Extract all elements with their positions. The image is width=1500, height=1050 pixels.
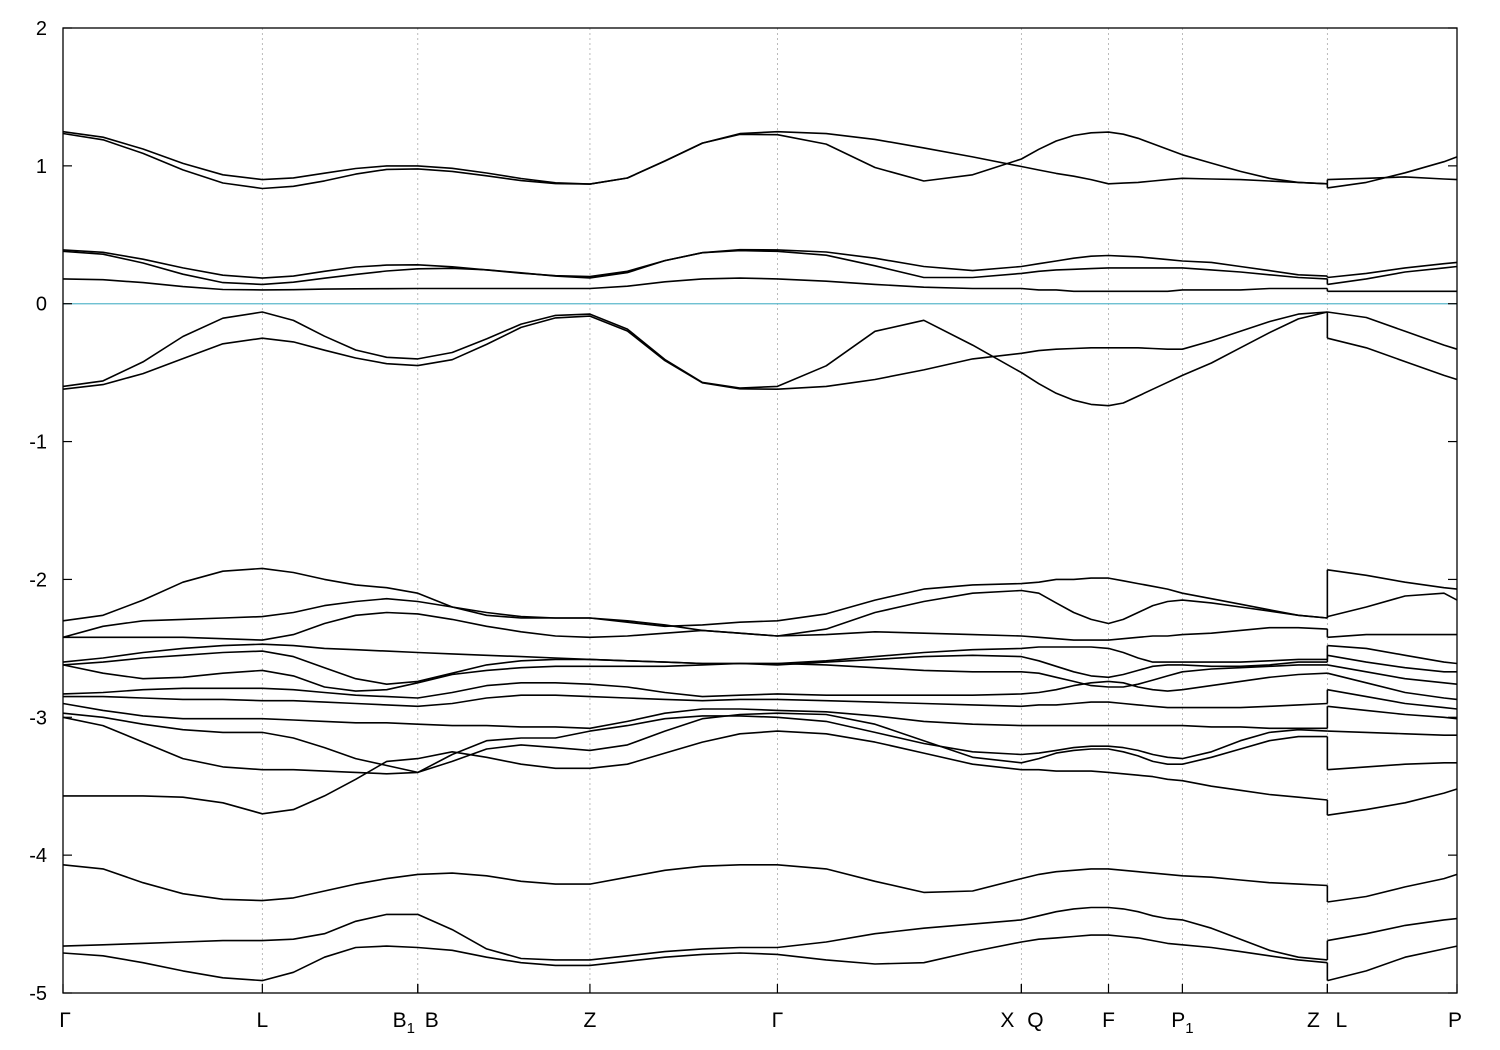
band-line	[62, 567, 1328, 628]
band-line	[62, 662, 1328, 692]
band-line	[62, 311, 1328, 407]
band-line	[62, 934, 1328, 982]
band-line	[1327, 688, 1458, 710]
kpoint-label: Z	[1307, 1009, 1320, 1032]
y-tick-label: -5	[29, 983, 47, 1005]
band-line	[62, 712, 1328, 775]
kpoint-label: Q	[1027, 1009, 1043, 1032]
band-line	[1327, 261, 1458, 279]
band-line	[1327, 311, 1458, 350]
band-line	[1327, 917, 1458, 942]
kpoint-label: L	[1336, 1009, 1348, 1032]
y-tick-label: -4	[29, 845, 47, 867]
kpoint-label: F	[1102, 1009, 1115, 1032]
band-line	[1327, 569, 1458, 590]
x-axis-kpoint-labels: Γ L B1 B Z Γ X Q F P1 Z L P	[59, 984, 1462, 1037]
band-line	[62, 249, 1328, 286]
kpoint-label: Z	[584, 1009, 597, 1032]
y-tick-label: -3	[29, 707, 47, 729]
band-line	[63, 611, 1328, 641]
band-line	[1327, 873, 1458, 903]
y-tick-label: 0	[36, 294, 47, 316]
y-tick-label: -1	[29, 432, 47, 454]
kpoint-label: B	[425, 1009, 439, 1032]
kpoint-label: Γ	[772, 1009, 784, 1032]
band-line	[1327, 788, 1458, 816]
band-line	[62, 311, 1328, 390]
band-line	[1327, 730, 1457, 736]
band-line	[1327, 654, 1457, 673]
band-line	[62, 672, 1328, 699]
band-line	[1327, 176, 1458, 181]
band-line	[62, 712, 1328, 774]
band-line	[62, 906, 1328, 961]
kpoint-label: X	[1000, 1009, 1014, 1032]
band-line	[1327, 156, 1458, 189]
y-tick-label: 2	[36, 18, 47, 40]
y-tick-label: 1	[36, 156, 47, 178]
band-line	[62, 248, 1328, 279]
band-line	[1327, 664, 1458, 685]
kpoint-label: P	[1448, 1009, 1462, 1032]
kpoint-label-subscript: 1	[407, 1020, 415, 1037]
band-line	[1327, 945, 1458, 982]
kpoint-label-subscript: 1	[1185, 1020, 1193, 1037]
band-line	[1327, 672, 1458, 701]
band-line	[62, 130, 1328, 185]
y-tick-label: -2	[29, 569, 47, 591]
band-line	[1327, 762, 1457, 771]
band-line	[62, 864, 1328, 902]
energy-bands	[62, 130, 1458, 982]
band-line	[1327, 265, 1458, 286]
band-line	[1327, 337, 1458, 381]
band-line	[63, 694, 1328, 709]
band-line	[1327, 644, 1458, 665]
band-line	[63, 730, 1328, 815]
band-line	[62, 277, 1328, 293]
band-line	[1327, 592, 1458, 618]
kpoint-label: L	[256, 1009, 268, 1032]
band-line	[62, 650, 1328, 685]
y-axis-ticks: 2 1 0 -1 -2 -3 -4 -5	[29, 18, 1457, 1005]
kpoint-label: Γ	[59, 1009, 71, 1032]
band-line	[62, 702, 1328, 730]
band-line	[1327, 633, 1457, 639]
band-line	[62, 131, 1328, 190]
plot-frame	[62, 27, 1458, 994]
